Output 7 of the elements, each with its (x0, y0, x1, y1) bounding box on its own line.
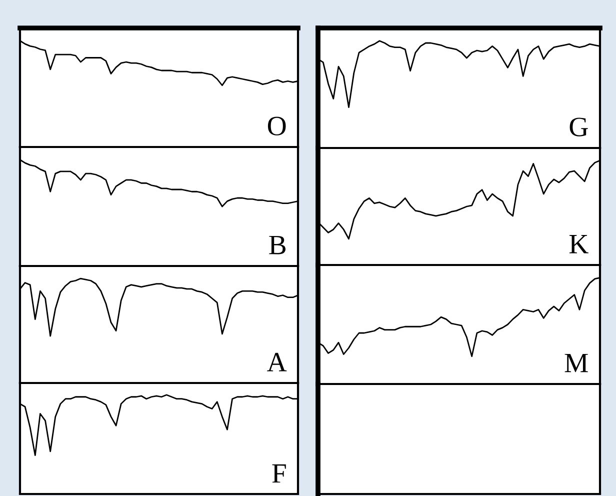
text: F (272, 464, 286, 483)
text: A (267, 352, 287, 372)
text: O (268, 116, 286, 136)
text: B (269, 236, 286, 254)
text: M (564, 354, 588, 372)
text: G (570, 118, 588, 136)
text: K (569, 235, 588, 254)
